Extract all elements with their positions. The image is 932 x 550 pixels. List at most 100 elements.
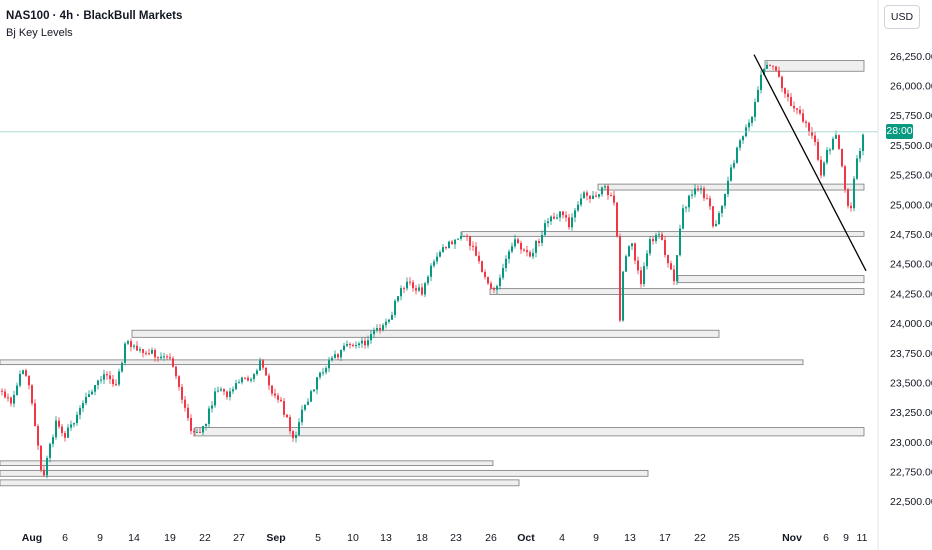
candle-body [517, 239, 519, 244]
x-tick-label: Aug [22, 532, 42, 544]
candle-body [664, 239, 666, 256]
candle-body [694, 188, 696, 195]
candle-body [175, 366, 177, 377]
candle-body [781, 76, 783, 89]
candle-body [589, 195, 591, 199]
candle-body [856, 158, 858, 179]
candle-body [520, 243, 522, 250]
candle-body [388, 319, 390, 322]
candle-body [853, 178, 855, 209]
x-tick-label: 6 [62, 532, 68, 544]
candle-body [799, 109, 801, 114]
x-tick-label: Sep [266, 532, 285, 544]
candle-body [148, 353, 150, 355]
candle-body [412, 282, 414, 289]
candle-body [832, 138, 834, 150]
candle-body [244, 377, 246, 379]
candle-body [268, 375, 270, 386]
candle-body [706, 198, 708, 200]
candle-body [742, 136, 744, 141]
candle-body [760, 74, 762, 90]
candle-body [310, 391, 312, 402]
candle-body [97, 380, 99, 386]
candle-body [766, 64, 768, 69]
candle-body [76, 414, 78, 424]
candle-body [673, 269, 675, 282]
candle-body [493, 288, 495, 290]
candle-body [328, 360, 330, 369]
candle-body [622, 271, 624, 321]
candle-body [391, 314, 393, 320]
key-level-zone [0, 479, 520, 487]
candle-body [115, 384, 117, 386]
candle-body [136, 345, 138, 351]
candle-body [376, 328, 378, 331]
candle-body [187, 407, 189, 419]
candle-body [415, 288, 417, 291]
candle-body [259, 360, 261, 371]
candle-body [58, 420, 60, 427]
candle-body [262, 360, 264, 368]
x-tick-label: 13 [624, 532, 636, 544]
candle-body [574, 210, 576, 218]
candle-body [364, 340, 366, 346]
candle-body [436, 256, 438, 262]
candle-body [526, 250, 528, 253]
candle-body [772, 65, 774, 67]
candle-body [298, 422, 300, 436]
candle-body [670, 263, 672, 270]
candle-body [511, 246, 513, 252]
candle-body [214, 391, 216, 406]
candle-body [247, 377, 249, 381]
candle-body [91, 391, 93, 395]
key-level-zone [597, 183, 865, 191]
candle-body [379, 328, 381, 331]
candle-body [700, 188, 702, 190]
candle-body [7, 397, 9, 399]
candle-body [196, 431, 198, 433]
candle-body [163, 356, 165, 358]
x-tick-label: Oct [517, 532, 535, 544]
y-tick-label: 23,750.00 [890, 348, 932, 360]
trendline-layer [0, 54, 878, 272]
candle-body [382, 325, 384, 331]
candle-body [586, 192, 588, 196]
candle-body [796, 108, 798, 110]
candle-body [232, 389, 234, 392]
candle-body [217, 390, 219, 392]
candle-body [790, 97, 792, 106]
candle-body [568, 217, 570, 228]
candle-body [154, 349, 156, 358]
candle-body [49, 443, 51, 458]
x-tick-label: 17 [659, 532, 671, 544]
candle-body [424, 283, 426, 295]
candle-body [460, 236, 462, 239]
x-tick-label: 11 [857, 532, 868, 544]
candle-body [562, 211, 564, 216]
candle-body [640, 270, 642, 285]
candle-body [118, 371, 120, 385]
candle-body [478, 255, 480, 262]
x-tick-label: 10 [347, 532, 359, 544]
candle-body [736, 147, 738, 163]
candle-body [88, 394, 90, 397]
candle-body [295, 435, 297, 438]
candle-body [307, 401, 309, 405]
candle-body [463, 235, 465, 237]
candle-body [859, 150, 861, 159]
candle-body [730, 167, 732, 181]
y-tick-label: 25,750.00 [890, 110, 932, 122]
indicator-name[interactable]: Bj Key Levels [6, 27, 73, 39]
candle-body [100, 379, 102, 381]
currency-button[interactable]: USD [884, 5, 920, 29]
candle-body [481, 261, 483, 272]
candle-body [616, 202, 618, 237]
candle-body [427, 276, 429, 284]
candle-body [277, 395, 279, 400]
candle-body [250, 379, 252, 381]
candle-body [505, 258, 507, 269]
symbol-title[interactable]: NAS100 · 4h · BlackBull Markets [6, 10, 183, 22]
candle-body [535, 240, 537, 253]
